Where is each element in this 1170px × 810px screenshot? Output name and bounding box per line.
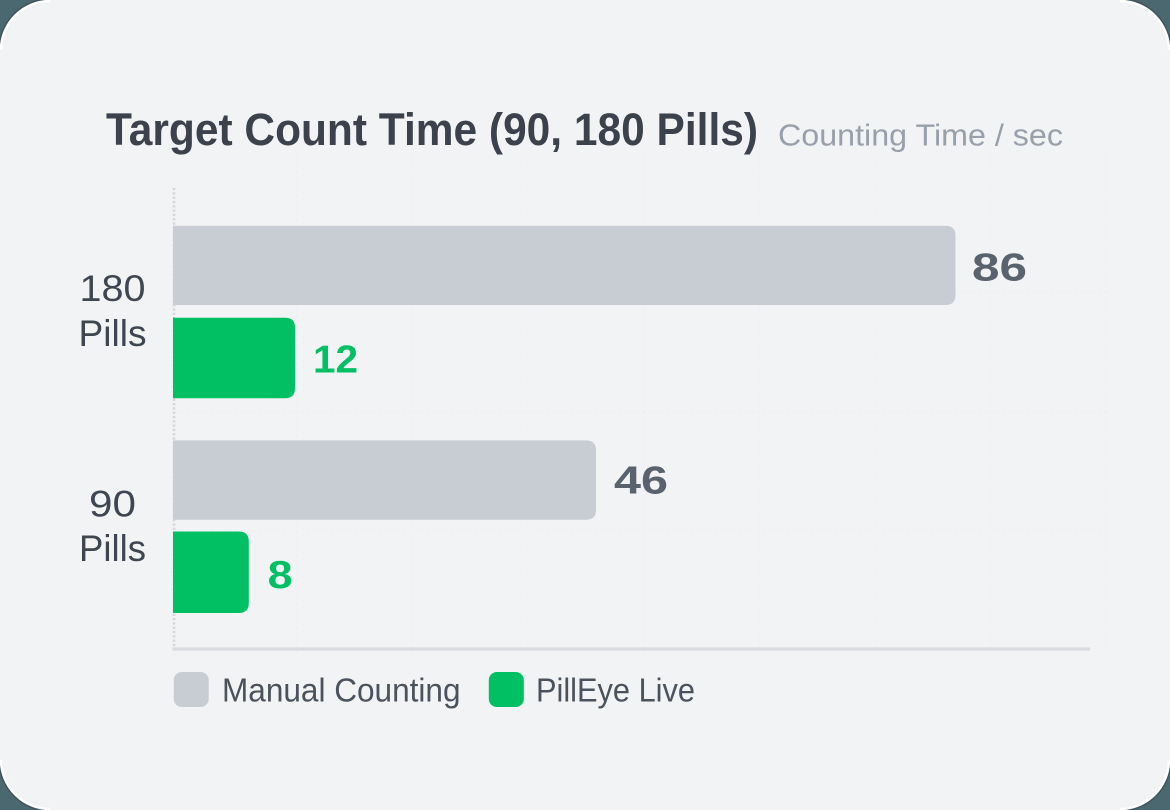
svg-text:Pills: Pills	[79, 312, 147, 354]
svg-text:46: 46	[614, 460, 668, 503]
svg-text:Pills: Pills	[79, 527, 146, 569]
svg-text:86: 86	[972, 247, 1027, 290]
svg-text:12: 12	[313, 339, 358, 382]
svg-text:8: 8	[268, 554, 293, 597]
svg-text:PillEye Live: PillEye Live	[536, 672, 695, 709]
svg-text:Manual Counting: Manual Counting	[222, 672, 461, 709]
svg-text:Counting Time / sec: Counting Time / sec	[778, 118, 1063, 153]
svg-text:Target Count Time (90, 180 Pil: Target Count Time (90, 180 Pills)	[106, 104, 758, 155]
svg-text:90: 90	[89, 483, 136, 525]
svg-text:180: 180	[80, 267, 146, 309]
